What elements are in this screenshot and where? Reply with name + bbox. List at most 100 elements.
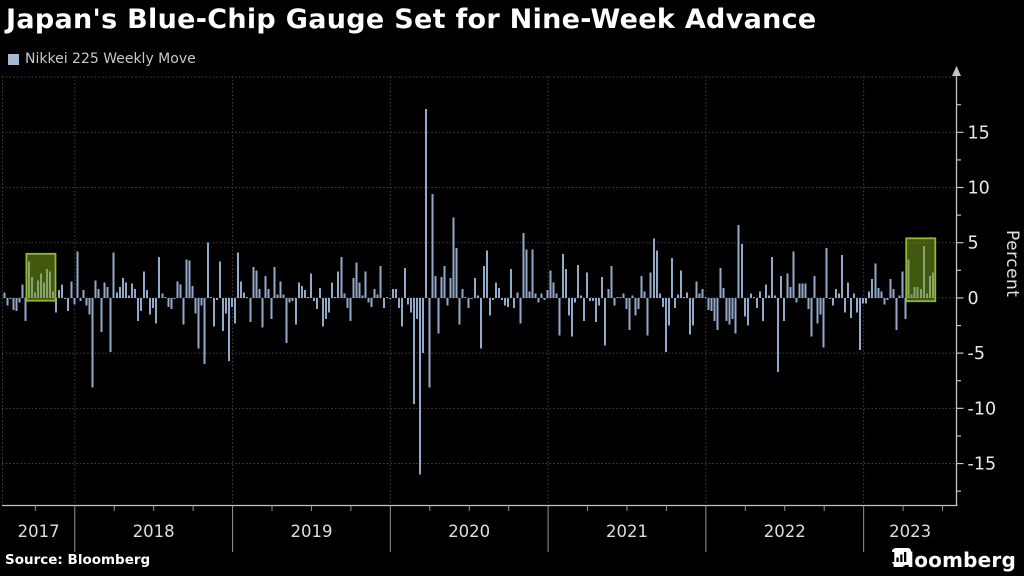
weekly-move-bar bbox=[728, 297, 731, 325]
weekly-move-bar bbox=[446, 297, 449, 306]
weekly-move-bar bbox=[513, 297, 516, 308]
year-label: 2019 bbox=[291, 522, 333, 541]
weekly-move-bar bbox=[634, 297, 637, 316]
weekly-move-bar bbox=[528, 291, 531, 298]
weekly-move-bar bbox=[871, 279, 874, 298]
weekly-move-bar bbox=[155, 297, 158, 324]
weekly-move-bar bbox=[482, 265, 485, 298]
weekly-move-bar bbox=[661, 297, 664, 307]
weekly-move-bar bbox=[407, 297, 410, 305]
weekly-move-bar bbox=[473, 278, 476, 298]
weekly-move-bar bbox=[455, 248, 458, 298]
weekly-move-bar bbox=[270, 297, 273, 319]
weekly-move-bar bbox=[97, 289, 100, 298]
weekly-move-bar bbox=[488, 297, 491, 316]
weekly-move-bar bbox=[370, 297, 373, 307]
legend: Nikkei 225 Weekly Move bbox=[8, 51, 196, 67]
weekly-move-bar bbox=[437, 297, 440, 334]
weekly-move-bar bbox=[449, 278, 452, 298]
weekly-move-bar bbox=[840, 254, 843, 298]
y-tick-label: 10 bbox=[968, 179, 990, 199]
weekly-move-bar bbox=[403, 268, 406, 298]
weekly-move-bar bbox=[276, 294, 279, 298]
weekly-move-bar bbox=[631, 295, 634, 298]
weekly-move-bar bbox=[795, 297, 798, 303]
weekly-move-bar bbox=[825, 248, 828, 298]
weekly-move-bar bbox=[810, 297, 813, 337]
y-tick-label: 5 bbox=[968, 234, 979, 254]
weekly-move-bar bbox=[173, 297, 176, 300]
weekly-move-bar bbox=[704, 296, 707, 298]
weekly-move-bar bbox=[197, 297, 200, 349]
weekly-move-bar bbox=[792, 251, 795, 298]
weekly-move-bar bbox=[628, 297, 631, 330]
weekly-move-bar bbox=[264, 275, 267, 298]
weekly-move-bar bbox=[868, 291, 871, 298]
weekly-move-bar bbox=[419, 297, 422, 475]
weekly-move-bar bbox=[167, 297, 170, 307]
weekly-move-bar bbox=[413, 297, 416, 404]
weekly-move-bar bbox=[640, 275, 643, 298]
weekly-move-bar bbox=[100, 297, 103, 333]
weekly-move-bar bbox=[510, 269, 513, 298]
weekly-move-bar bbox=[391, 289, 394, 298]
bloomberg-terminal-icon bbox=[891, 548, 911, 566]
weekly-move-bar bbox=[865, 297, 868, 304]
weekly-move-bar bbox=[237, 252, 240, 298]
weekly-move-bar bbox=[297, 282, 300, 298]
weekly-move-bar bbox=[558, 297, 561, 336]
weekly-move-bar bbox=[243, 292, 246, 298]
weekly-move-bar bbox=[358, 282, 361, 298]
weekly-move-bar bbox=[291, 297, 294, 302]
page-title: Japan's Blue-Chip Gauge Set for Nine-Wee… bbox=[6, 4, 817, 35]
weekly-move-bar bbox=[567, 297, 570, 316]
nine-week-advance-2023 bbox=[905, 237, 937, 303]
weekly-move-bar bbox=[892, 289, 895, 298]
weekly-move-bar bbox=[643, 291, 646, 298]
weekly-move-bar bbox=[130, 283, 133, 298]
weekly-move-bar bbox=[652, 238, 655, 298]
weekly-move-bar bbox=[470, 297, 473, 300]
year-label: 2022 bbox=[764, 522, 806, 541]
legend-swatch-icon bbox=[8, 53, 19, 65]
weekly-move-bar bbox=[774, 295, 777, 298]
weekly-move-bar bbox=[834, 289, 837, 298]
weekly-move-bar bbox=[118, 286, 121, 298]
weekly-move-bar bbox=[185, 259, 188, 298]
weekly-move-bar bbox=[737, 225, 740, 298]
weekly-move-bar bbox=[410, 297, 413, 313]
weekly-move-bar bbox=[692, 297, 695, 326]
weekly-move-bar bbox=[667, 297, 670, 326]
weekly-move-bar bbox=[807, 297, 810, 309]
weekly-move-bar bbox=[768, 295, 771, 298]
weekly-move-bar bbox=[859, 297, 862, 350]
weekly-move-bar bbox=[731, 297, 734, 319]
weekly-move-bar bbox=[140, 297, 143, 312]
weekly-move-bar bbox=[355, 262, 358, 298]
weekly-move-bar bbox=[680, 270, 683, 298]
weekly-move-bar bbox=[740, 243, 743, 298]
year-label: 2018 bbox=[133, 522, 175, 541]
weekly-move-bar bbox=[579, 295, 582, 298]
weekly-move-bar bbox=[789, 286, 792, 298]
weekly-move-bar bbox=[610, 265, 613, 298]
weekly-move-bar bbox=[570, 297, 573, 337]
weekly-move-bar bbox=[203, 297, 206, 365]
weekly-move-bar bbox=[443, 265, 446, 298]
weekly-move-bar bbox=[725, 297, 728, 322]
weekly-move-bar bbox=[622, 293, 625, 298]
weekly-move-bar bbox=[895, 297, 898, 330]
weekly-move-bar bbox=[573, 297, 576, 303]
weekly-move-bar bbox=[476, 295, 479, 298]
weekly-move-bar bbox=[801, 283, 804, 298]
weekly-move-bar bbox=[507, 297, 510, 307]
weekly-move-bar bbox=[531, 249, 534, 298]
weekly-move-bar bbox=[713, 297, 716, 322]
weekly-move-bar bbox=[552, 282, 555, 298]
weekly-move-bar bbox=[234, 297, 237, 324]
weekly-move-bar bbox=[349, 297, 352, 322]
weekly-move-bar bbox=[340, 257, 343, 298]
weekly-move-bar bbox=[664, 297, 667, 353]
y-axis-title: Percent bbox=[1002, 230, 1022, 298]
weekly-move-bar bbox=[328, 297, 331, 313]
